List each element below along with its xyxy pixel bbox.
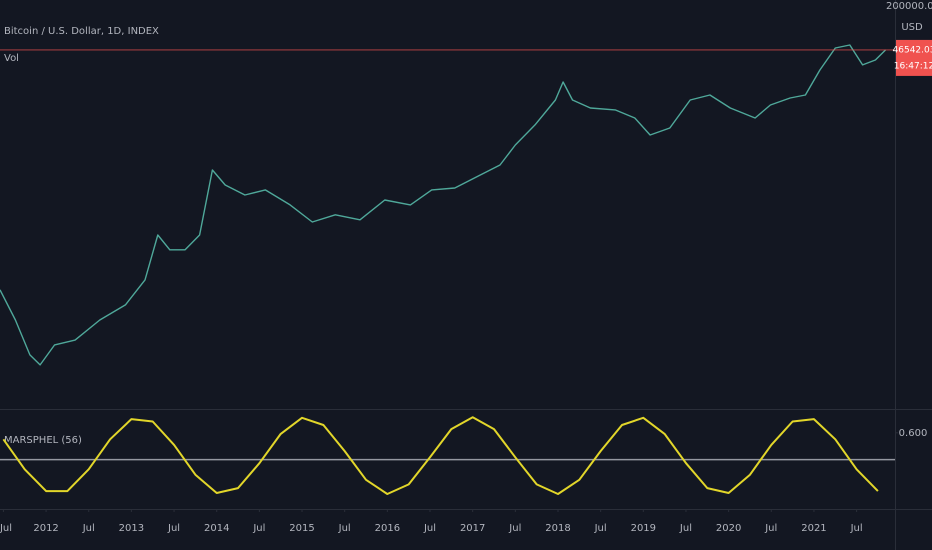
x-tick-label: 2020	[716, 523, 741, 534]
last-price-badge	[896, 39, 932, 76]
x-tick-label: 2017	[460, 523, 485, 534]
series-line	[2, 416, 879, 495]
last-price-label: 46542.03	[893, 45, 932, 55]
x-tick-label: Jul	[252, 523, 265, 534]
chart-title: Bitcoin / U.S. Dollar, 1D, INDEX	[4, 26, 159, 37]
volume-label: Vol	[4, 53, 19, 64]
x-tick-label: Jul	[764, 523, 777, 534]
countdown-label: 16:47:12	[894, 61, 932, 71]
x-tick-label: Jul	[850, 523, 863, 534]
x-tick-label: 2013	[119, 523, 144, 534]
indicator-title: MARSPHEL (56)	[4, 435, 82, 446]
x-tick-label: Jul	[167, 523, 180, 534]
x-tick-label: 2016	[375, 523, 400, 534]
x-tick-label: 2012	[33, 523, 58, 534]
y-tick-label: 200000.00	[886, 1, 932, 12]
x-tick-label: 2019	[631, 523, 656, 534]
x-tick-label: 2014	[204, 523, 229, 534]
currency-label: USD	[901, 22, 923, 33]
x-tick-label: Jul	[0, 523, 12, 534]
series-line	[0, 44, 887, 366]
x-tick-label: Jul	[82, 523, 95, 534]
x-tick-label: Jul	[423, 523, 436, 534]
y-tick-label: 0.600	[899, 428, 928, 439]
x-tick-label: Jul	[679, 523, 692, 534]
x-tick-label: Jul	[338, 523, 351, 534]
x-tick-label: 2018	[545, 523, 570, 534]
x-tick-label: Jul	[594, 523, 607, 534]
x-tick-label: 2021	[801, 523, 826, 534]
x-tick-label: Jul	[508, 523, 521, 534]
x-tick-label: 2015	[289, 523, 314, 534]
